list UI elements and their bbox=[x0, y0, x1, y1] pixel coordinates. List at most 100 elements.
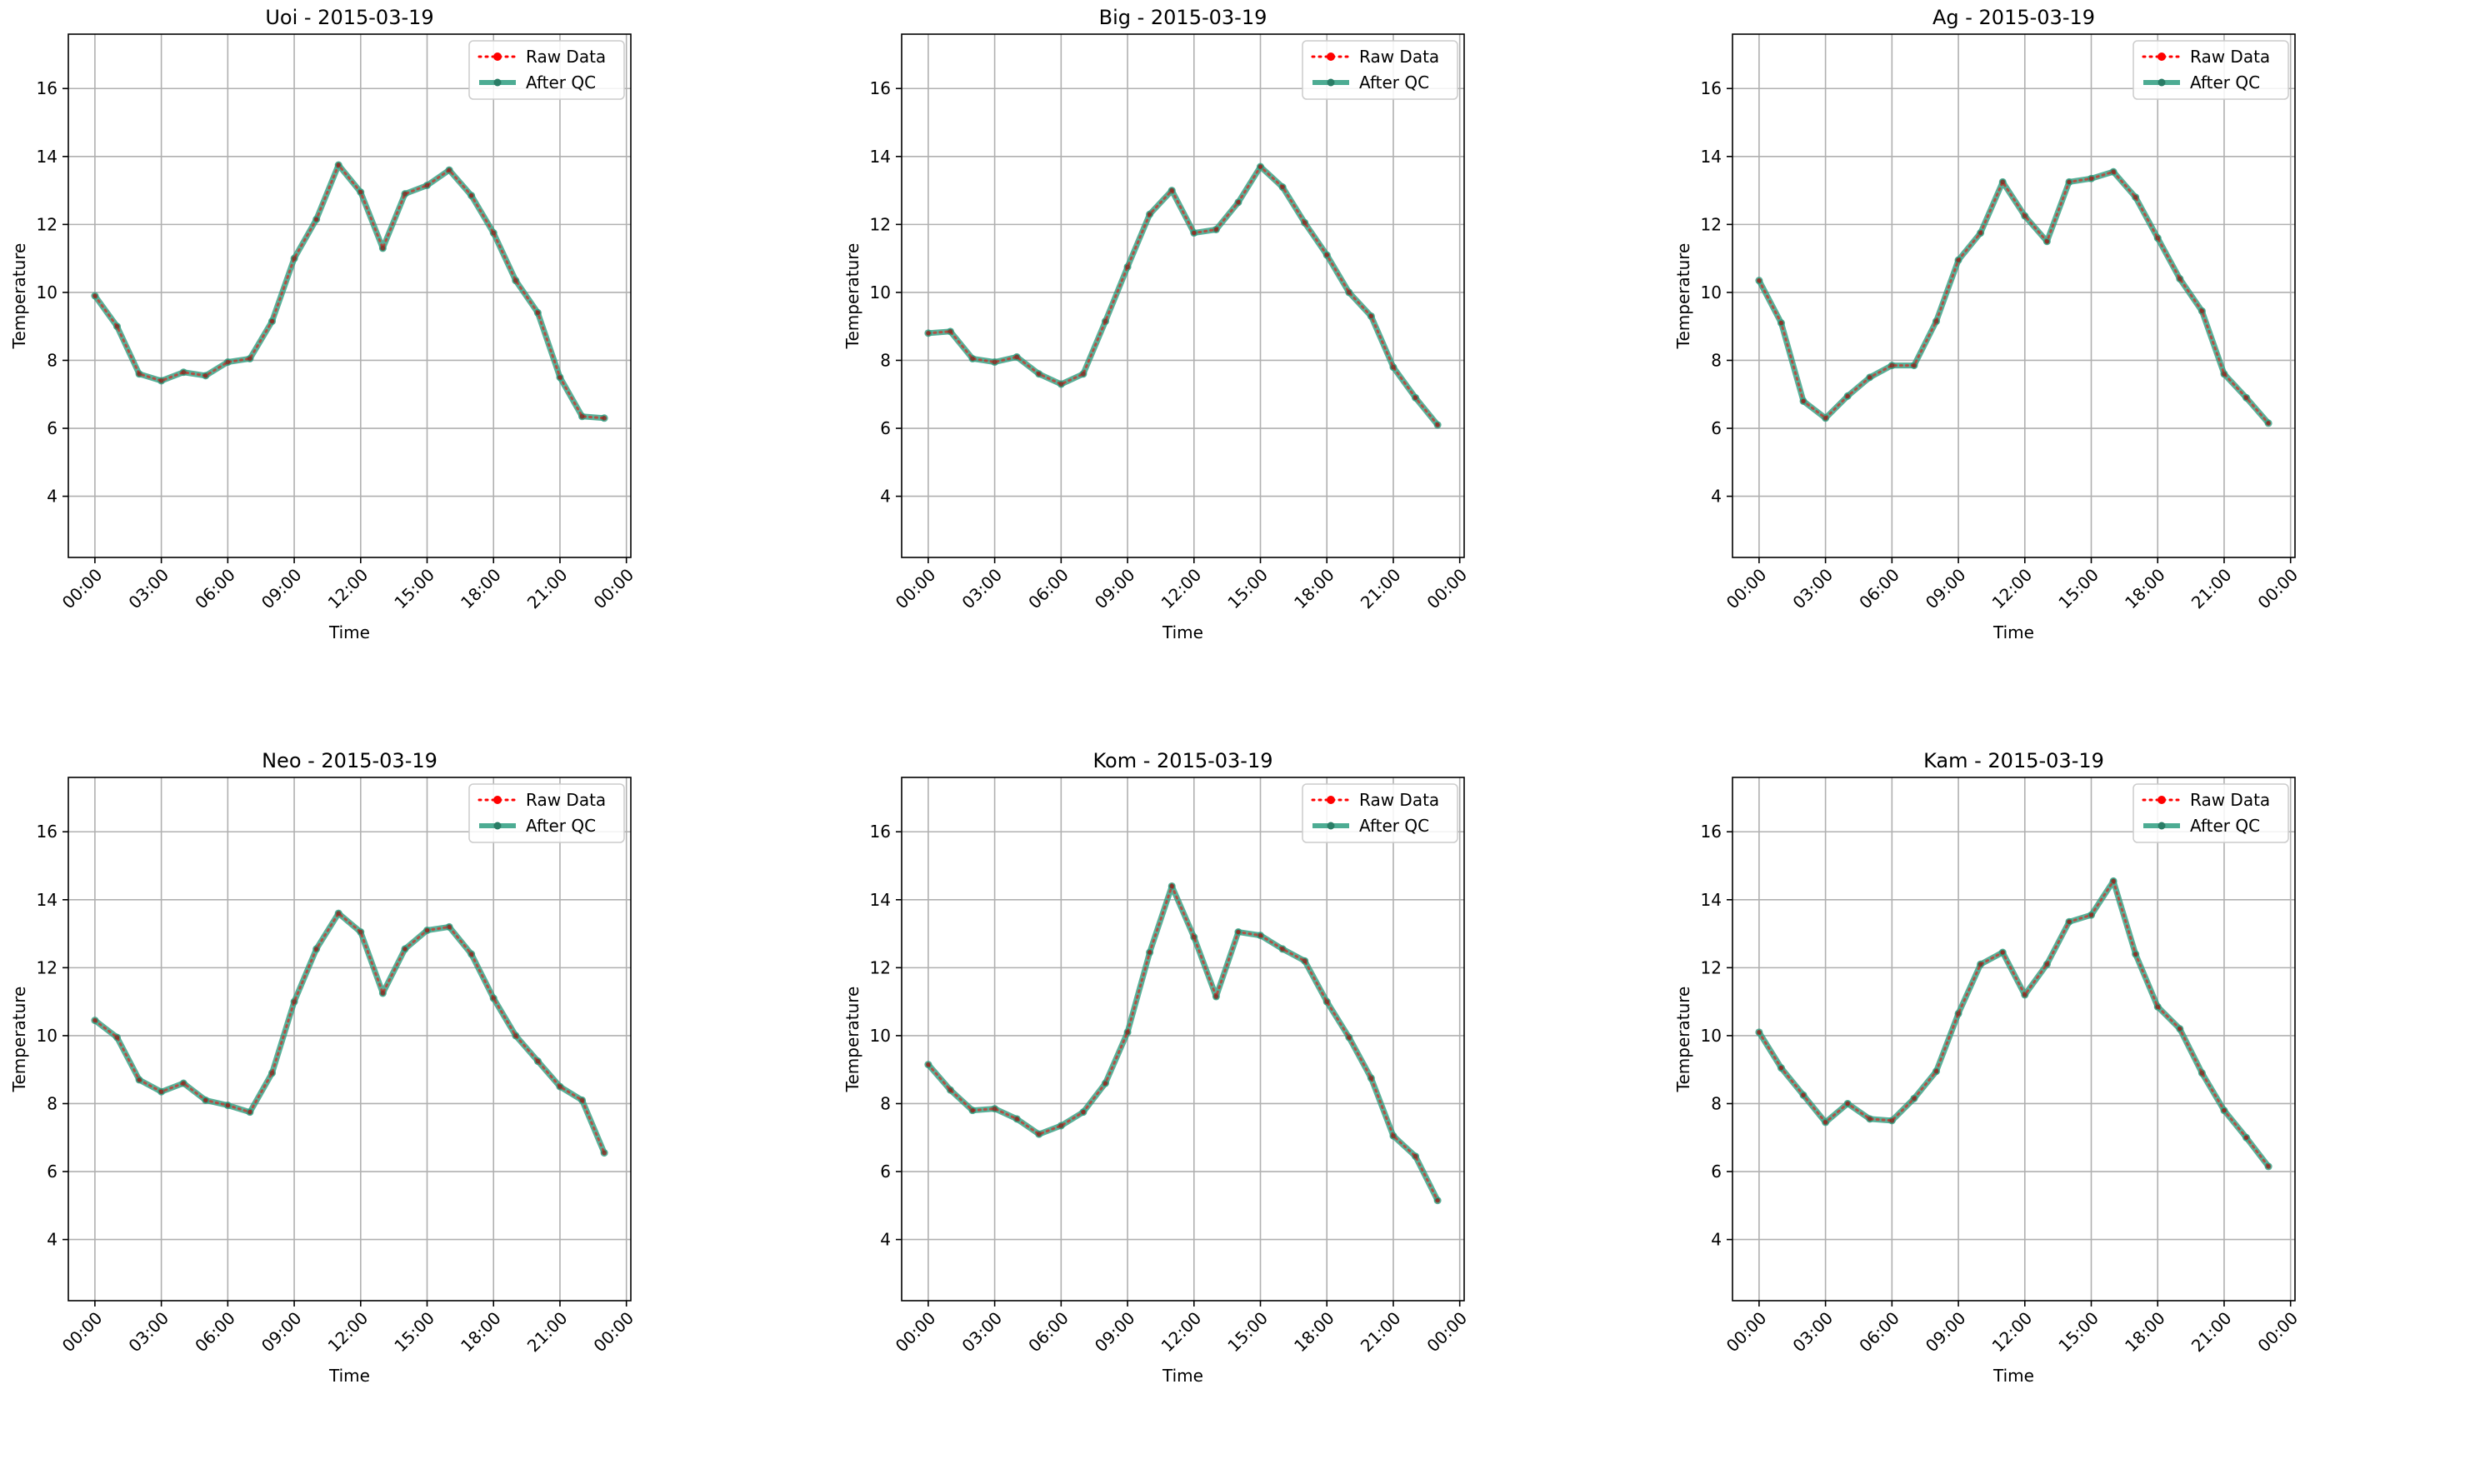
raw-data-point bbox=[1757, 277, 1762, 283]
raw-data-point bbox=[2111, 878, 2116, 884]
raw-data-point bbox=[1102, 1081, 1108, 1086]
chart-title: Kom - 2015-03-19 bbox=[1093, 749, 1273, 772]
x-tick-label: 00:00 bbox=[1722, 1308, 1771, 1357]
raw-data-point bbox=[992, 1106, 998, 1112]
x-tick-label: 00:00 bbox=[58, 1308, 107, 1357]
x-tick-label: 09:00 bbox=[1922, 1308, 1970, 1357]
y-tick-label: 12 bbox=[37, 214, 58, 234]
x-tick-label: 09:00 bbox=[258, 1308, 306, 1357]
y-tick-label: 14 bbox=[1701, 147, 1722, 167]
raw-data-point bbox=[292, 999, 297, 1004]
raw-data-point bbox=[1280, 184, 1285, 190]
y-tick-label: 8 bbox=[880, 1093, 891, 1113]
y-tick-label: 8 bbox=[1711, 1093, 1722, 1113]
raw-data-point bbox=[1191, 934, 1197, 940]
y-tick-label: 6 bbox=[47, 418, 58, 438]
x-axis-label: Time bbox=[328, 1366, 370, 1386]
chart-panel: 4 6 8 10 12 14 16 00:00 03:00 06:00 09:00 12:00 15:0… bbox=[842, 749, 1471, 1386]
chart-panel: 4 6 8 10 12 14 16 00:00 03:00 06:00 09:00 12:00 15:0… bbox=[842, 6, 1471, 642]
raw-data-point bbox=[248, 1109, 252, 1115]
raw-data-point bbox=[2132, 194, 2138, 200]
legend-after-qc-marker bbox=[1327, 78, 1335, 87]
x-tick-label: 00:00 bbox=[892, 565, 940, 613]
chart-title: Neo - 2015-03-19 bbox=[262, 749, 438, 772]
raw-data-line bbox=[93, 911, 606, 1155]
x-tick-label: 03:00 bbox=[1788, 565, 1837, 613]
legend-after-qc-label: After QC bbox=[526, 72, 596, 92]
x-tick-label: 06:00 bbox=[191, 1308, 239, 1357]
x-tick-label: 00:00 bbox=[58, 565, 107, 613]
raw-data-point bbox=[2067, 919, 2072, 925]
raw-data-point bbox=[513, 1033, 518, 1038]
x-tick-label: 09:00 bbox=[1091, 565, 1139, 613]
x-tick-label: 06:00 bbox=[1855, 565, 1903, 613]
x-tick-label: 06:00 bbox=[1855, 1308, 1903, 1357]
raw-data-point bbox=[1889, 1118, 1895, 1123]
y-tick-label: 4 bbox=[1711, 487, 1722, 507]
x-axis-label: Time bbox=[1992, 622, 2034, 642]
y-tick-label: 14 bbox=[1701, 890, 1722, 910]
raw-data-point bbox=[1978, 230, 1983, 236]
raw-data-point bbox=[181, 369, 186, 375]
legend-raw-data-marker bbox=[493, 796, 502, 804]
raw-data-point bbox=[292, 256, 297, 261]
x-axis-label: Time bbox=[1162, 1366, 1203, 1386]
x-tick-label: 15:00 bbox=[390, 1308, 438, 1357]
y-tick-label: 4 bbox=[880, 487, 891, 507]
raw-data-line bbox=[927, 882, 1439, 1202]
axes-frame bbox=[901, 33, 1465, 558]
chart-title: Ag - 2015-03-19 bbox=[1932, 6, 2095, 29]
raw-data-point bbox=[1845, 1101, 1850, 1107]
raw-data-point bbox=[1933, 318, 1939, 324]
x-tick-label: 09:00 bbox=[1922, 565, 1970, 613]
raw-data-point bbox=[1058, 382, 1064, 387]
raw-data-point bbox=[137, 371, 142, 377]
legend-raw-data-label: Raw Data bbox=[2190, 790, 2270, 810]
x-tick-label: 09:00 bbox=[258, 565, 306, 613]
raw-data-point bbox=[1889, 362, 1895, 368]
raw-data-point bbox=[1956, 257, 1961, 262]
raw-data-point bbox=[2000, 179, 2006, 185]
axes-frame bbox=[68, 777, 632, 1302]
raw-data-point bbox=[2000, 950, 2006, 955]
raw-data-point bbox=[336, 911, 342, 916]
raw-data-point bbox=[1147, 212, 1152, 217]
legend-raw-data-label: Raw Data bbox=[1359, 47, 1439, 67]
raw-data-point bbox=[2199, 1070, 2205, 1076]
x-tick-label: 15:00 bbox=[390, 565, 438, 613]
y-axis-label: Temperature bbox=[842, 243, 862, 350]
raw-data-point bbox=[579, 413, 585, 419]
y-axis-label: Temperature bbox=[9, 243, 29, 350]
chart-panel: 4 6 8 10 12 14 16 00:00 03:00 06:00 09:00 12:00 15:0… bbox=[9, 6, 638, 642]
x-axis-label: Time bbox=[1162, 622, 1203, 642]
raw-data-point bbox=[1912, 1096, 1917, 1102]
raw-data-point bbox=[2222, 1107, 2227, 1113]
x-tick-label: 21:00 bbox=[1357, 1308, 1405, 1357]
raw-data-point bbox=[181, 1081, 186, 1086]
raw-data-point bbox=[2243, 395, 2249, 401]
raw-data-point bbox=[92, 1017, 98, 1023]
raw-data-point bbox=[2243, 1135, 2249, 1141]
x-tick-label: 18:00 bbox=[2121, 1308, 2169, 1357]
x-tick-label: 00:00 bbox=[1422, 1308, 1471, 1357]
raw-data-point bbox=[358, 929, 363, 935]
raw-data-point bbox=[2178, 1026, 2182, 1032]
raw-data-point bbox=[424, 927, 430, 933]
raw-data-point bbox=[970, 356, 975, 362]
raw-data-point bbox=[468, 952, 474, 957]
raw-data-point bbox=[1867, 375, 1872, 380]
x-tick-label: 00:00 bbox=[2253, 1308, 2302, 1357]
x-tick-label: 03:00 bbox=[958, 1308, 1006, 1357]
y-tick-label: 8 bbox=[1711, 350, 1722, 370]
raw-data-point bbox=[1324, 252, 1330, 257]
x-axis-label: Time bbox=[328, 622, 370, 642]
legend-raw-data-marker bbox=[2158, 796, 2166, 804]
y-tick-label: 16 bbox=[870, 822, 891, 842]
raw-data-point bbox=[2088, 912, 2094, 917]
raw-data-point bbox=[1169, 187, 1175, 193]
chart-panel: 4 6 8 10 12 14 16 00:00 03:00 06:00 09:00 12:00 15:0… bbox=[1673, 6, 2302, 642]
raw-data-point bbox=[1757, 1030, 1762, 1035]
y-tick-label: 12 bbox=[870, 957, 891, 977]
x-tick-label: 12:00 bbox=[1158, 1308, 1206, 1357]
raw-data-point bbox=[1912, 362, 1917, 368]
